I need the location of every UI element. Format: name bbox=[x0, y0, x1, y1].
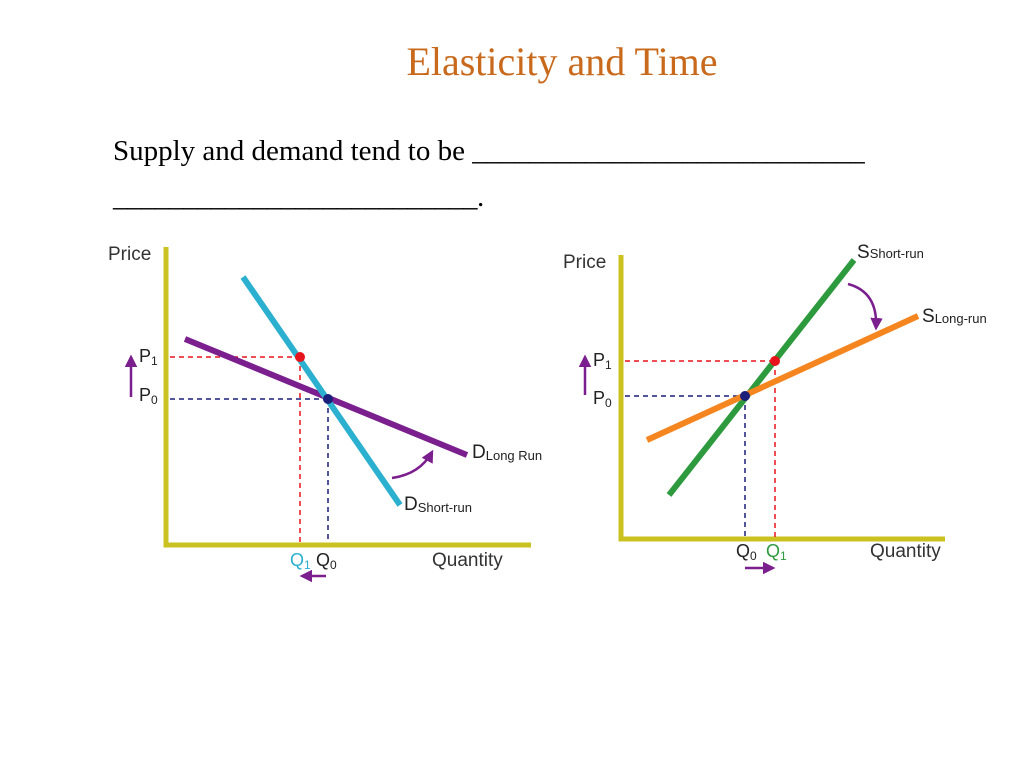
demand-long-run-label: DLong Run bbox=[472, 442, 542, 463]
supply-long-run-label: SLong-run bbox=[922, 306, 987, 327]
supply-new-equilibrium-dot bbox=[770, 356, 780, 366]
supply-old-equilibrium-dot bbox=[740, 391, 750, 401]
supply-y-axis-label: Price bbox=[563, 252, 606, 273]
slide-title: Elasticity and Time bbox=[406, 39, 718, 84]
demand-y-axis-label: Price bbox=[108, 244, 151, 265]
demand-q1-label: Q1 bbox=[290, 550, 311, 572]
fill-in-prompt: Supply and demand tend to be ___________… bbox=[113, 128, 993, 220]
demand-new-equilibrium-dot bbox=[295, 352, 305, 362]
demand-p0-label: P0 bbox=[139, 385, 158, 407]
supply-p1-label: P1 bbox=[593, 350, 612, 372]
supply-q0-label: Q0 bbox=[736, 541, 757, 563]
demand-p1-label: P1 bbox=[139, 346, 158, 368]
supply-short-run-curve bbox=[666, 258, 857, 497]
demand-short-run-curve bbox=[240, 275, 403, 507]
demand-q0-label: Q0 bbox=[316, 550, 337, 572]
demand-old-equilibrium-dot bbox=[323, 394, 333, 404]
supply-x-axis-label: Quantity bbox=[870, 541, 941, 562]
demand-graph: Price Quantity P1 P0 Q1 Q0 DLong Run DSh… bbox=[108, 244, 542, 583]
answer-blank-2: __________________________. bbox=[113, 181, 484, 213]
supply-graph-axes bbox=[618, 255, 945, 542]
supply-q1-label: Q1 bbox=[766, 541, 787, 563]
supply-short-run-label: SShort-run bbox=[857, 242, 924, 263]
demand-rotation-arrow bbox=[391, 449, 434, 480]
supply-rotation-arrow bbox=[847, 282, 883, 331]
supply-p0-label: P0 bbox=[593, 388, 612, 410]
supply-graph: Price Quantity P1 P0 Q0 Q1 SShort-run SL… bbox=[563, 242, 987, 575]
supply-long-run-curve bbox=[645, 313, 920, 443]
demand-short-run-label: DShort-run bbox=[404, 494, 472, 515]
answer-blank-1: ____________________________ bbox=[472, 135, 865, 167]
demand-x-axis-label: Quantity bbox=[432, 550, 503, 571]
demand-graph-axes bbox=[163, 247, 531, 548]
prompt-text: Supply and demand tend to be bbox=[113, 135, 465, 167]
